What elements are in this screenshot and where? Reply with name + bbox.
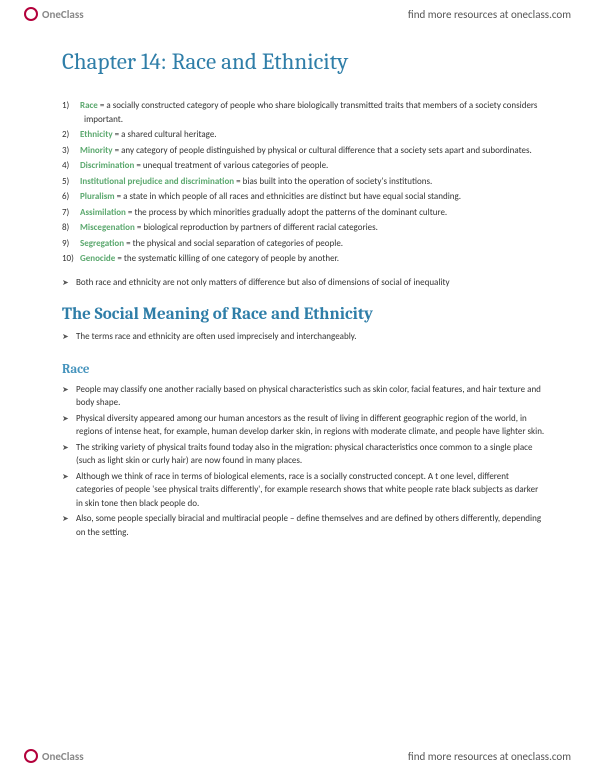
definition-text: = unequal treatment of various categorie…	[134, 160, 328, 171]
logo-icon	[24, 749, 38, 763]
brand-name-footer: OneClass	[42, 750, 84, 763]
section-intro-bullets: The terms race and ethnicity are often u…	[62, 330, 547, 344]
definitions-list: 1)Race = a socially constructed category…	[62, 99, 547, 266]
definition-number: 8)	[62, 221, 80, 235]
footer-tagline: find more resources at oneclass.com	[408, 750, 571, 763]
definition-item: 9)Segregation = the physical and social …	[62, 237, 547, 251]
definition-term: Miscegenation	[80, 222, 135, 233]
definition-number: 5)	[62, 175, 80, 189]
brand-logo-footer: OneClass	[24, 749, 84, 763]
definition-item: 7)Assimilation = the process by which mi…	[62, 206, 547, 220]
page-content: Chapter 14: Race and Ethnicity 1)Race = …	[62, 48, 547, 738]
definition-item: 8)Miscegenation = biological reproductio…	[62, 221, 547, 235]
race-bullets: People may classify one another racially…	[62, 383, 547, 540]
list-item: Although we think of race in terms of bi…	[62, 470, 547, 511]
definition-text: = a shared cultural heritage.	[113, 129, 217, 140]
definition-term: Assimilation	[80, 207, 126, 218]
definition-item: 2)Ethnicity = a shared cultural heritage…	[62, 128, 547, 142]
header-bar: OneClass find more resources at oneclass…	[0, 0, 595, 28]
list-item: People may classify one another racially…	[62, 383, 547, 410]
definition-number: 2)	[62, 128, 80, 142]
section-title: The Social Meaning of Race and Ethnicity	[62, 305, 547, 324]
definition-item: 3)Minority = any category of people dist…	[62, 144, 547, 158]
definition-number: 9)	[62, 237, 80, 251]
definition-term: Segregation	[80, 238, 124, 249]
definition-term: Race	[80, 100, 98, 111]
definition-term: Ethnicity	[80, 129, 113, 140]
definition-text: = any category of people distinguished b…	[113, 145, 532, 156]
definition-number: 4)	[62, 159, 80, 173]
definition-item: 6)Pluralism = a state in which people of…	[62, 190, 547, 204]
definition-term: Pluralism	[80, 191, 115, 202]
definition-number: 10)	[62, 252, 80, 266]
logo-icon	[24, 7, 38, 21]
list-item: Physical diversity appeared among our hu…	[62, 412, 547, 439]
definition-term: Institutional prejudice and discriminati…	[80, 176, 234, 187]
brand-name: OneClass	[42, 8, 84, 21]
list-item: The terms race and ethnicity are often u…	[62, 330, 547, 344]
definition-item: 10)Genocide = the systematic killing of …	[62, 252, 547, 266]
definition-item: 1)Race = a socially constructed category…	[62, 99, 547, 126]
subsection-title: Race	[62, 362, 547, 377]
definition-number: 3)	[62, 144, 80, 158]
definition-term: Genocide	[80, 253, 115, 264]
definition-number: 1)	[62, 99, 80, 113]
definition-text: = biological reproduction by partners of…	[135, 222, 378, 233]
definition-item: 4)Discrimination = unequal treatment of …	[62, 159, 547, 173]
header-tagline: find more resources at oneclass.com	[408, 8, 571, 21]
definition-term: Minority	[80, 145, 113, 156]
definition-text: = a socially constructed category of peo…	[84, 100, 537, 125]
definition-item: 5)Institutional prejudice and discrimina…	[62, 175, 547, 189]
footer-bar: OneClass find more resources at oneclass…	[0, 742, 595, 770]
brand-logo: OneClass	[24, 7, 84, 21]
definition-number: 7)	[62, 206, 80, 220]
definition-text: = the physical and social separation of …	[124, 238, 343, 249]
definition-term: Discrimination	[80, 160, 134, 171]
definition-text: = a state in which people of all races a…	[115, 191, 461, 202]
list-item: The striking variety of physical traits …	[62, 441, 547, 468]
definition-text: = the systematic killing of one category…	[115, 253, 339, 264]
list-item: Also, some people specially biracial and…	[62, 512, 547, 539]
definition-text: = the process by which minorities gradua…	[126, 207, 447, 218]
definition-number: 6)	[62, 190, 80, 204]
list-item: Both race and ethnicity are not only mat…	[62, 276, 547, 290]
summary-bullets: Both race and ethnicity are not only mat…	[62, 276, 547, 290]
definition-text: = bias built into the operation of socie…	[234, 176, 432, 187]
chapter-title: Chapter 14: Race and Ethnicity	[62, 48, 547, 75]
